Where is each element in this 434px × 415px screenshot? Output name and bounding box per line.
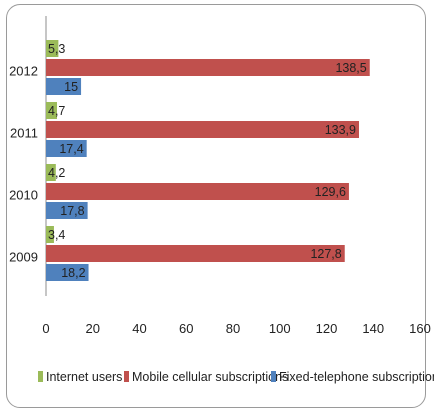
- year-label: 2011: [10, 126, 38, 141]
- x-tick-label: 100: [269, 321, 291, 336]
- bar: [46, 140, 87, 157]
- bar: [46, 40, 59, 57]
- data-label: 133,9: [325, 123, 356, 137]
- x-axis-ticks: 0 20 40 60 80 100 120 140 160: [42, 321, 430, 336]
- bar: [46, 102, 57, 119]
- x-tick-label: 140: [362, 321, 384, 336]
- chart-legend: Internet users Mobile cellular subscripti…: [38, 370, 434, 384]
- legend-label: Mobile cellular subscriptions: [132, 370, 288, 384]
- chart-bars: 2012 5,3 138,5 15 2011 4,7 133,9 17,4 2010 4,2 129…: [9, 40, 370, 281]
- data-label: 3,4: [48, 228, 65, 242]
- x-tick-label: 0: [42, 321, 49, 336]
- bar: [46, 183, 349, 200]
- data-label: 17,8: [60, 204, 84, 218]
- x-tick-label: 20: [86, 321, 100, 336]
- bar: [46, 264, 89, 281]
- x-tick-label: 80: [226, 321, 240, 336]
- x-tick-label: 60: [179, 321, 193, 336]
- data-label: 18,2: [61, 266, 85, 280]
- x-tick-label: 120: [316, 321, 338, 336]
- legend-swatch: [38, 371, 43, 382]
- bar: [46, 245, 345, 262]
- bar: [46, 121, 359, 138]
- data-label: 127,8: [310, 247, 341, 261]
- data-label: 17,4: [59, 142, 83, 156]
- legend-swatch: [124, 371, 129, 382]
- data-label: 138,5: [335, 61, 366, 75]
- bar: [46, 78, 82, 95]
- year-label: 2010: [9, 188, 38, 203]
- data-label: 5,3: [48, 42, 65, 56]
- data-label: 129,6: [315, 185, 346, 199]
- data-label: 4,7: [48, 104, 65, 118]
- year-label: 2012: [9, 64, 38, 79]
- bar: [46, 59, 370, 76]
- bar: [46, 202, 88, 219]
- bar: [46, 164, 56, 181]
- x-tick-label: 160: [409, 321, 431, 336]
- legend-label: Internet users: [46, 370, 122, 384]
- legend-label: Fixed-telephone subscriptions: [279, 370, 434, 384]
- data-label: 15: [64, 80, 78, 94]
- data-label: 4,2: [48, 166, 65, 180]
- x-tick-label: 40: [132, 321, 146, 336]
- year-label: 2009: [9, 250, 38, 265]
- bar: [46, 226, 54, 243]
- legend-swatch: [271, 371, 276, 382]
